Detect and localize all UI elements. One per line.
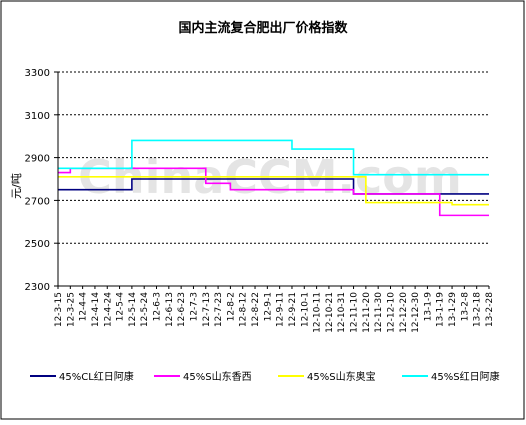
y-tick-label: 2700 [25,196,50,207]
x-tick-labels: 12-3-15 12-3-25 12-4-4 12-4-14 12-4-24 12-5-4… [54,286,495,333]
legend-label: 45%CL红日阿康 [59,370,134,383]
x-tick-label: 12-9-11 [276,292,286,327]
x-tick-label: 13-1-19 [436,292,446,327]
x-tick-label: 12-8-22 [251,292,261,327]
x-tick-label: 12-4-14 [91,292,101,327]
x-tick-label: 12-8-2 [226,292,236,321]
legend-label: 45%S红日阿康 [431,370,500,383]
x-tick-label: 12-4-24 [103,292,113,327]
y-tick-label: 3300 [25,68,50,79]
y-tick-labels: 2300 2500 2700 2900 3100 3300 [25,68,58,293]
x-tick-label: 12-12-20 [399,292,409,333]
series-line [58,176,489,206]
x-tick-label: 12-4-4 [79,292,89,322]
x-tick-label: 12-8-12 [239,292,249,327]
x-tick-label: 12-11-10 [350,292,360,333]
chart-title: 国内主流复合肥出厂价格指数 [178,20,348,36]
x-tick-label: 13-2-18 [473,292,483,327]
x-tick-label: 12-11-30 [374,292,384,333]
legend-item: 45%CL红日阿康 [30,370,134,383]
legend-item: 45%S红日阿康 [402,370,500,383]
x-tick-label: 12-10-1 [300,292,310,327]
x-tick-label: 12-7-13 [202,292,212,327]
x-tick-label: 12-7-3 [189,292,199,321]
legend-label: 45%S山东香西 [183,370,252,383]
x-tick-label: 13-1-9 [423,292,433,322]
x-tick-label: 12-10-11 [313,292,323,333]
x-tick-label: 12-11-20 [362,292,372,333]
x-tick-label: 12-9-21 [288,292,298,327]
x-tick-label: 12-12-10 [386,292,396,333]
x-tick-label: 12-6-23 [177,292,187,327]
series-lines [58,139,489,217]
x-tick-label: 12-10-21 [325,292,335,333]
x-tick-label: 12-3-15 [54,292,64,327]
x-tick-label: 13-1-29 [448,292,458,327]
y-tick-label: 2900 [25,154,50,165]
x-tick-label: 12-9-1 [263,292,273,321]
x-tick-label: 12-3-25 [66,292,76,327]
legend-item: 45%S山东香西 [154,370,252,383]
x-tick-label: 12-10-31 [337,292,347,333]
y-tick-label: 3100 [25,111,50,122]
x-tick-label: 12-7-23 [214,292,224,327]
x-tick-label: 12-5-24 [140,292,150,327]
y-axis-label: 元/吨 [10,173,23,199]
series-line [58,139,489,176]
y-tick-label: 2300 [25,282,50,293]
x-tick-label: 12-5-14 [128,292,138,327]
legend-label: 45%S山东奥宝 [307,370,376,383]
x-tick-label: 12-6-13 [165,292,175,327]
x-tick-label: 12-12-30 [411,292,421,333]
legend-item: 45%S山东奥宝 [278,370,376,383]
x-tick-label: 13-2-8 [460,292,470,322]
x-tick-label: 12-5-4 [116,292,126,322]
x-tick-label: 12-6-3 [153,292,163,321]
legend: 45%CL红日阿康 45%S山东香西 45%S山东奥宝 45%S红日阿康 [30,370,500,383]
y-tick-label: 2500 [25,239,50,250]
x-tick-label: 13-2-28 [485,292,495,327]
